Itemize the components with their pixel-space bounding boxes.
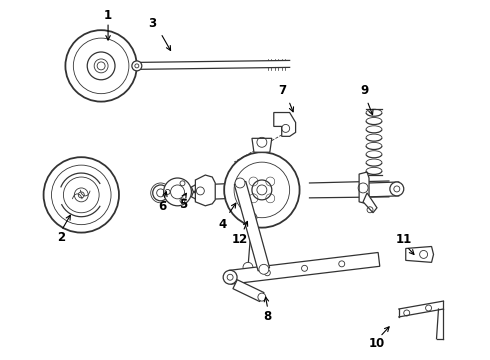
Polygon shape: [274, 113, 295, 136]
Polygon shape: [406, 247, 434, 262]
Circle shape: [390, 182, 404, 196]
Circle shape: [63, 177, 99, 213]
Text: 9: 9: [360, 84, 368, 97]
Polygon shape: [234, 181, 270, 271]
Circle shape: [87, 52, 115, 80]
Circle shape: [132, 61, 142, 71]
Text: 2: 2: [57, 231, 66, 244]
Text: 10: 10: [369, 337, 385, 350]
Text: 3: 3: [148, 17, 157, 30]
Text: 6: 6: [159, 200, 167, 213]
Circle shape: [259, 264, 269, 274]
Polygon shape: [359, 172, 369, 204]
Text: 8: 8: [264, 310, 272, 323]
Polygon shape: [196, 175, 215, 206]
Circle shape: [224, 152, 299, 228]
Circle shape: [258, 293, 266, 301]
Text: 11: 11: [395, 233, 412, 246]
Circle shape: [153, 185, 169, 201]
Polygon shape: [233, 280, 264, 302]
Circle shape: [243, 262, 253, 272]
Text: 5: 5: [179, 198, 188, 211]
Circle shape: [247, 213, 257, 223]
Polygon shape: [192, 192, 201, 201]
Polygon shape: [229, 252, 380, 284]
Polygon shape: [192, 183, 201, 192]
Text: 1: 1: [104, 9, 112, 22]
Text: 7: 7: [279, 84, 287, 97]
Circle shape: [196, 187, 204, 195]
Circle shape: [44, 157, 119, 233]
Circle shape: [223, 270, 237, 284]
Polygon shape: [363, 193, 377, 213]
Circle shape: [235, 178, 245, 188]
Circle shape: [164, 178, 192, 206]
Polygon shape: [252, 138, 272, 152]
Text: 12: 12: [232, 233, 248, 246]
Circle shape: [65, 30, 137, 102]
Text: 4: 4: [218, 218, 226, 231]
